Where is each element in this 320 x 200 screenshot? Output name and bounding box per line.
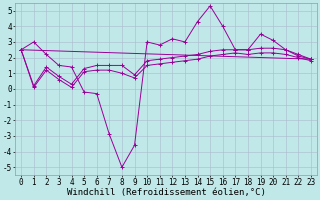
X-axis label: Windchill (Refroidissement éolien,°C): Windchill (Refroidissement éolien,°C): [67, 188, 266, 197]
